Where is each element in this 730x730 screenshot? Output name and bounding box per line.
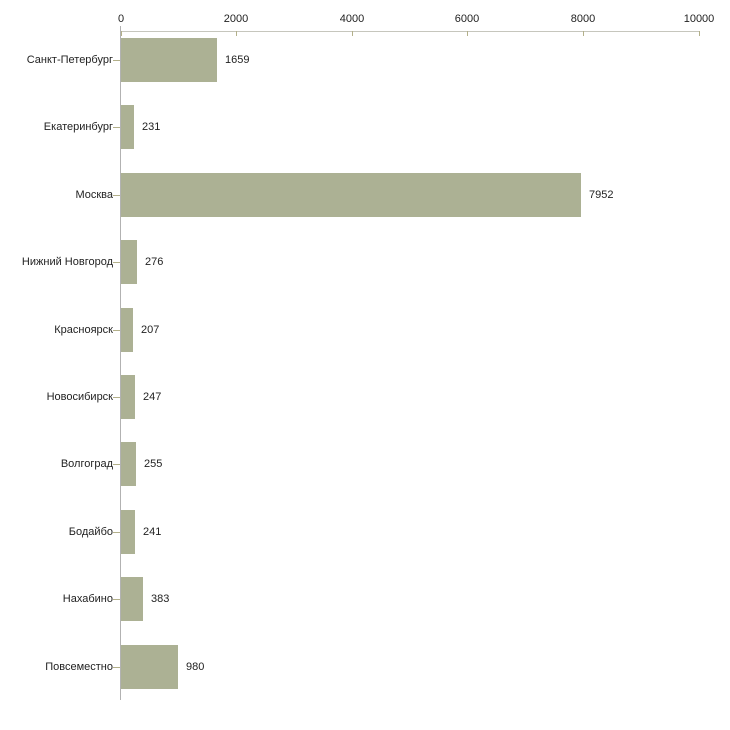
category-label: Бодайбо [68,526,113,538]
bar [121,577,143,621]
bar [121,308,133,352]
y-tick-mark [113,397,120,398]
bar [121,105,134,149]
x-tick-mark [583,31,584,36]
y-tick-mark [113,60,120,61]
y-tick-mark [113,262,120,263]
category-label: Красноярск [54,324,113,336]
bar [121,645,178,689]
bar [121,240,137,284]
value-label: 241 [143,526,162,538]
value-label: 255 [144,458,163,470]
value-label: 247 [143,391,162,403]
x-tick-label: 10000 [683,13,715,25]
x-tick-mark [121,31,122,36]
bar [121,442,136,486]
x-tick-mark [699,31,700,36]
y-tick-mark [113,599,120,600]
category-label: Москва [75,189,113,201]
value-label: 231 [142,121,161,133]
x-tick-label: 8000 [570,13,596,25]
x-tick-label: 2000 [223,13,249,25]
x-axis-line [120,31,699,32]
x-tick-label: 0 [117,13,125,25]
y-tick-mark [113,330,120,331]
value-label: 1659 [225,54,250,66]
x-tick-label: 4000 [339,13,365,25]
y-tick-mark [113,667,120,668]
category-label: Екатеринбург [43,121,113,133]
value-label: 7952 [589,189,614,201]
bar [121,510,135,554]
y-tick-mark [113,127,120,128]
value-label: 383 [151,593,170,605]
category-label: Волгоград [60,458,113,470]
category-label: Повсеместно [45,661,113,673]
value-label: 980 [186,661,205,673]
value-label: 276 [145,256,164,268]
bar [121,38,217,82]
y-tick-mark [113,195,120,196]
bar [121,375,135,419]
category-label: Санкт-Петербург [26,54,113,66]
x-tick-mark [236,31,237,36]
x-tick-mark [467,31,468,36]
y-tick-mark [113,532,120,533]
category-label: Новосибирск [46,391,113,403]
category-label: Нахабино [62,593,113,605]
y-tick-mark [113,464,120,465]
category-label: Нижний Новгород [21,256,113,268]
x-tick-mark [352,31,353,36]
bar [121,173,581,217]
y-axis-line [120,26,121,700]
x-tick-label: 6000 [454,13,480,25]
value-label: 207 [141,324,160,336]
